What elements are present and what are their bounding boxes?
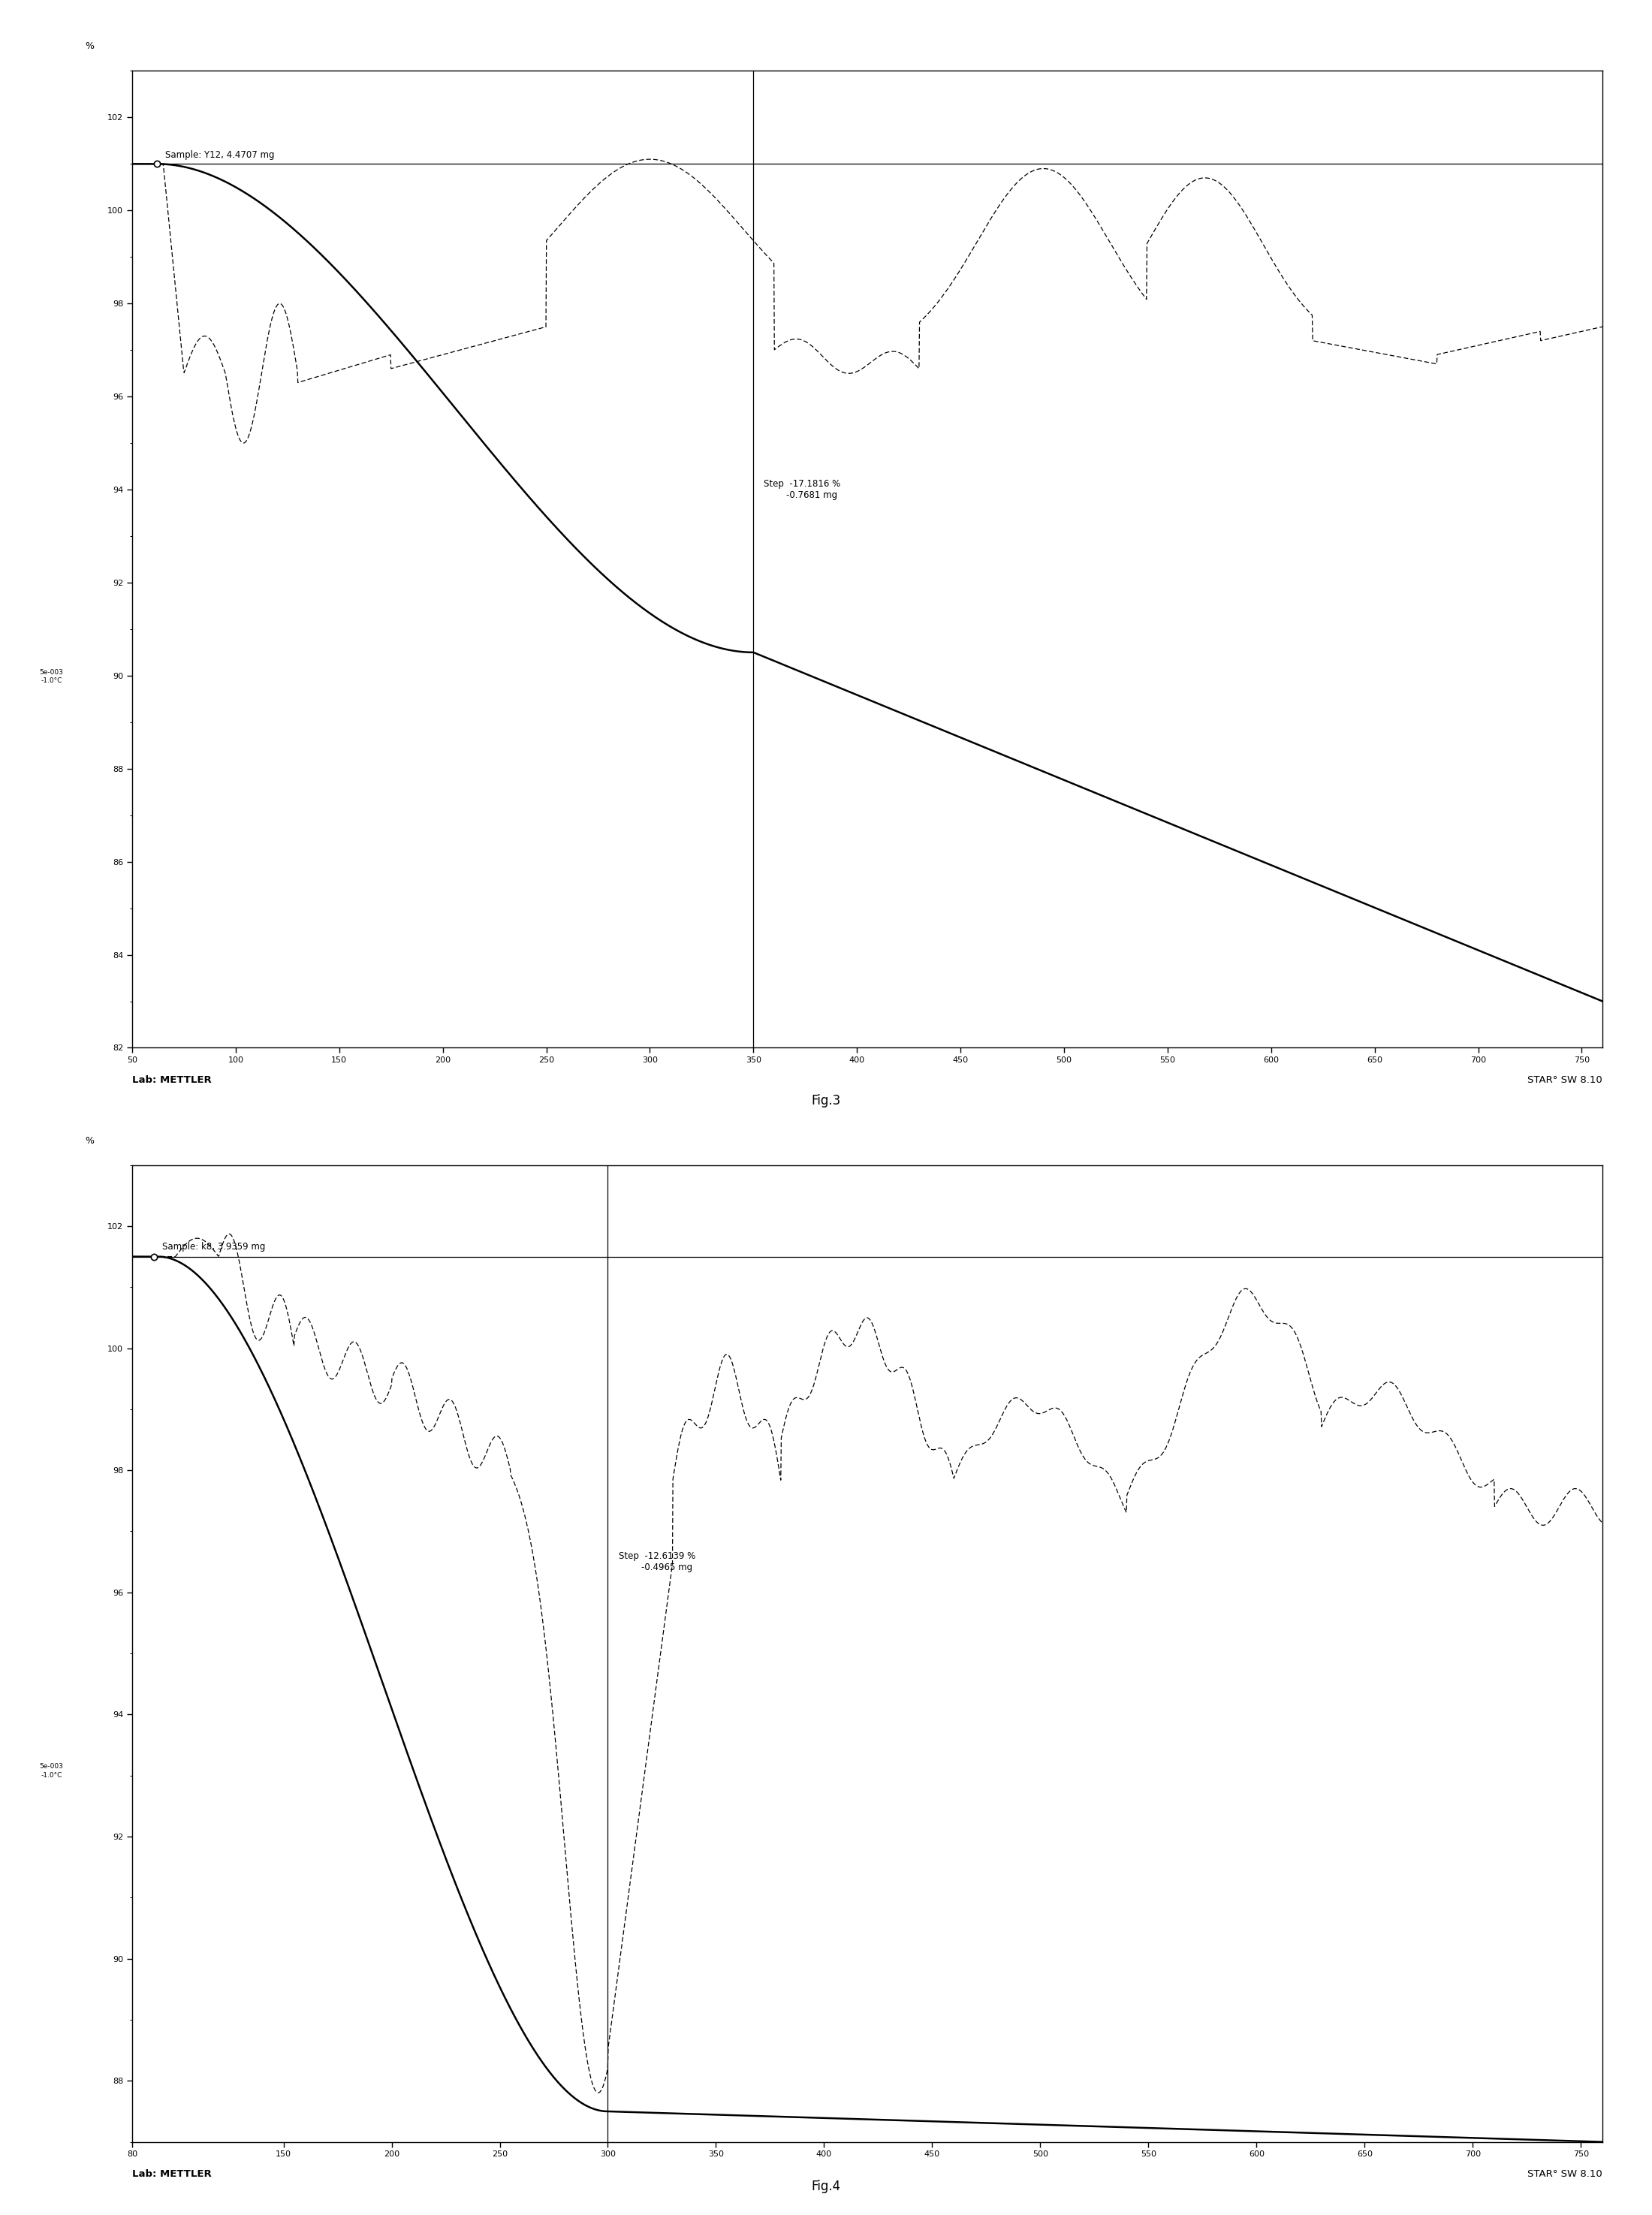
Text: 5e-003
-1.0°C: 5e-003 -1.0°C [40,669,63,684]
Text: Lab: METTLER: Lab: METTLER [132,1074,211,1085]
Text: 5e-003
-1.0°C: 5e-003 -1.0°C [40,1763,63,1779]
Text: Fig.3: Fig.3 [811,1094,841,1108]
Text: Lab: METTLER: Lab: METTLER [132,2168,211,2180]
Text: STAR° SW 8.10: STAR° SW 8.10 [1528,2168,1602,2180]
Text: Step  -17.1816 %
        -0.7681 mg: Step -17.1816 % -0.7681 mg [763,478,841,501]
Text: STAR° SW 8.10: STAR° SW 8.10 [1528,1074,1602,1085]
Text: Sample: Y12, 4.4707 mg: Sample: Y12, 4.4707 mg [165,151,274,159]
Text: %: % [86,1136,94,1145]
Text: %: % [86,42,94,51]
Text: Sample: k8, 3.9359 mg: Sample: k8, 3.9359 mg [162,1243,266,1251]
Text: Fig.4: Fig.4 [811,2180,841,2193]
Text: Step  -12.6139 %
        -0.4965 mg: Step -12.6139 % -0.4965 mg [618,1550,695,1573]
